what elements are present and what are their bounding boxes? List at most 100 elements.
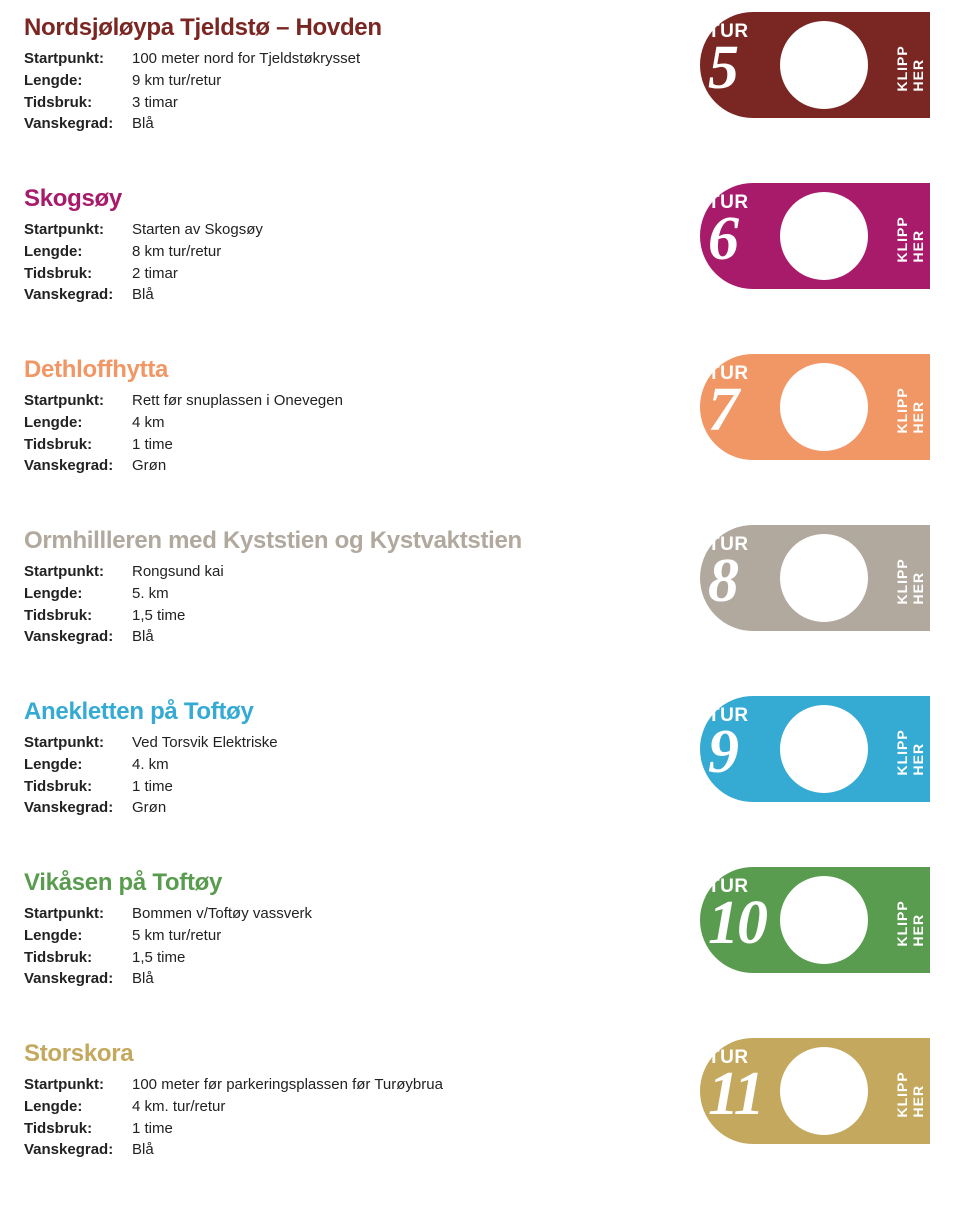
trail-block: Storskora Startpunkt:100 meter før parker…: [24, 1038, 930, 1161]
info-row-tidsbruk: Tidsbruk:1 time: [24, 776, 680, 798]
info-label: Tidsbruk:: [24, 434, 132, 456]
info-row-startpunkt: Startpunkt:Rett før snuplassen i Onevege…: [24, 390, 680, 412]
trail-block: DethloffhyttaStartpunkt:Rett før snuplas…: [24, 354, 930, 477]
info-label: Tidsbruk:: [24, 263, 132, 285]
info-row-lengde: Lengde:5. km: [24, 583, 680, 605]
badge-number-wrap: TUR6: [708, 193, 749, 270]
info-label: Lengde:: [24, 241, 132, 263]
punch-circle: [780, 705, 868, 793]
trail-info: Nordsjøløypa Tjeldstø – Hovden Startpunkt…: [24, 12, 680, 135]
trail-title: Vikåsen på Toftøy: [24, 869, 680, 897]
punch-circle: [780, 1047, 868, 1135]
info-value: Ved Torsvik Elektriske: [132, 732, 278, 754]
info-label: Lengde:: [24, 1096, 132, 1118]
info-value: Blå: [132, 968, 154, 990]
info-label: Tidsbruk:: [24, 92, 132, 114]
info-label: Tidsbruk:: [24, 1118, 132, 1140]
tur-badge: TUR9 KLIPP HER: [680, 696, 930, 802]
info-label: Vanskegrad:: [24, 626, 132, 648]
trail-block: Ormhillleren med Kyststien og Kystvaktst…: [24, 525, 930, 648]
badge-number: 9: [708, 721, 749, 783]
info-label: Startpunkt:: [24, 561, 132, 583]
info-label: Startpunkt:: [24, 903, 132, 925]
tur-badge: TUR7KLIPP HER: [680, 354, 930, 460]
tur-badge: TUR11KLIPP HER: [680, 1038, 930, 1144]
klipp-her-label: KLIPP HER: [894, 552, 926, 605]
info-row-lengde: Lengde:4. km: [24, 754, 680, 776]
info-value: 100 meter før parkeringsplassen før Turø…: [132, 1074, 443, 1096]
info-row-startpunkt: Startpunkt:Bommen v/Toftøy vassverk: [24, 903, 680, 925]
info-value: Starten av Skogsøy: [132, 219, 263, 241]
punch-circle: [780, 876, 868, 964]
info-label: Startpunkt:: [24, 48, 132, 70]
badge-number-wrap: TUR7: [708, 364, 749, 441]
info-row-tidsbruk: Tidsbruk:1,5 time: [24, 947, 680, 969]
trail-title: Anekletten på Toftøy: [24, 698, 680, 726]
info-value: 1,5 time: [132, 947, 185, 969]
info-value: Blå: [132, 113, 154, 135]
info-value: 4 km: [132, 412, 165, 434]
info-label: Startpunkt:: [24, 390, 132, 412]
trail-title: Nordsjøløypa Tjeldstø – Hovden: [24, 14, 680, 42]
klipp-her-label: KLIPP HER: [894, 894, 926, 947]
info-row-lengde: Lengde:9 km tur/retur: [24, 70, 680, 92]
badge-number-wrap: TUR8: [708, 535, 749, 612]
info-value: 2 timar: [132, 263, 178, 285]
info-row-vanskegrad: Vanskegrad:Blå: [24, 626, 680, 648]
info-value: Grøn: [132, 455, 166, 477]
info-value: 8 km tur/retur: [132, 241, 221, 263]
info-row-lengde: Lengde:8 km tur/retur: [24, 241, 680, 263]
info-row-tidsbruk: Tidsbruk:3 timar: [24, 92, 680, 114]
info-label: Lengde:: [24, 412, 132, 434]
tur-badge: TUR6 KLIPP HER: [680, 183, 930, 289]
info-row-lengde: Lengde:5 km tur/retur: [24, 925, 680, 947]
tur-badge: TUR10 KLIPP HER: [680, 867, 930, 973]
info-value: Bommen v/Toftøy vassverk: [132, 903, 312, 925]
info-value: Blå: [132, 626, 154, 648]
badge-number-wrap: TUR10: [708, 877, 766, 954]
info-row-tidsbruk: Tidsbruk:1 time: [24, 1118, 680, 1140]
badge-number-wrap: TUR9: [708, 706, 749, 783]
info-value: 1 time: [132, 434, 173, 456]
badge-number: 11: [708, 1063, 763, 1125]
info-label: Startpunkt:: [24, 1074, 132, 1096]
trail-info: Anekletten på Toftøy Startpunkt:Ved Torsv…: [24, 696, 680, 819]
badge-number-wrap: TUR5: [708, 22, 749, 99]
punch-circle: [780, 534, 868, 622]
trail-title: Skogsøy: [24, 185, 680, 213]
badge-number: 8: [708, 550, 749, 612]
info-value: Blå: [132, 284, 154, 306]
info-label: Tidsbruk:: [24, 947, 132, 969]
klipp-her-label: KLIPP HER: [894, 39, 926, 92]
punch-circle: [780, 192, 868, 280]
info-value: Grøn: [132, 797, 166, 819]
info-value: 9 km tur/retur: [132, 70, 221, 92]
punch-circle: [780, 363, 868, 451]
info-row-vanskegrad: Vanskegrad:Blå: [24, 1139, 680, 1161]
info-row-startpunkt: Startpunkt:Starten av Skogsøy: [24, 219, 680, 241]
info-label: Lengde:: [24, 70, 132, 92]
info-value: 100 meter nord for Tjeldstøkrysset: [132, 48, 360, 70]
info-value: 3 timar: [132, 92, 178, 114]
klipp-her-label: KLIPP HER: [894, 210, 926, 263]
info-label: Vanskegrad:: [24, 113, 132, 135]
info-label: Tidsbruk:: [24, 605, 132, 627]
info-row-vanskegrad: Vanskegrad:Blå: [24, 113, 680, 135]
trail-block: Nordsjøløypa Tjeldstø – Hovden Startpunkt…: [24, 12, 930, 135]
info-value: 1,5 time: [132, 605, 185, 627]
info-row-startpunkt: Startpunkt:Ved Torsvik Elektriske: [24, 732, 680, 754]
badge-number: 5: [708, 37, 749, 99]
info-label: Vanskegrad:: [24, 455, 132, 477]
trail-info: Storskora Startpunkt:100 meter før parker…: [24, 1038, 680, 1161]
info-label: Lengde:: [24, 925, 132, 947]
info-label: Vanskegrad:: [24, 284, 132, 306]
info-value: Rett før snuplassen i Onevegen: [132, 390, 343, 412]
badge-number: 7: [708, 379, 749, 441]
trail-info: Skogsøy Startpunkt:Starten av SkogsøyLeng…: [24, 183, 680, 306]
klipp-her-label: KLIPP HER: [894, 723, 926, 776]
info-label: Tidsbruk:: [24, 776, 132, 798]
trail-block: Skogsøy Startpunkt:Starten av SkogsøyLeng…: [24, 183, 930, 306]
info-row-vanskegrad: Vanskegrad:Grøn: [24, 455, 680, 477]
trail-title: Storskora: [24, 1040, 680, 1068]
tur-badge: TUR8 KLIPP HER: [680, 525, 930, 631]
